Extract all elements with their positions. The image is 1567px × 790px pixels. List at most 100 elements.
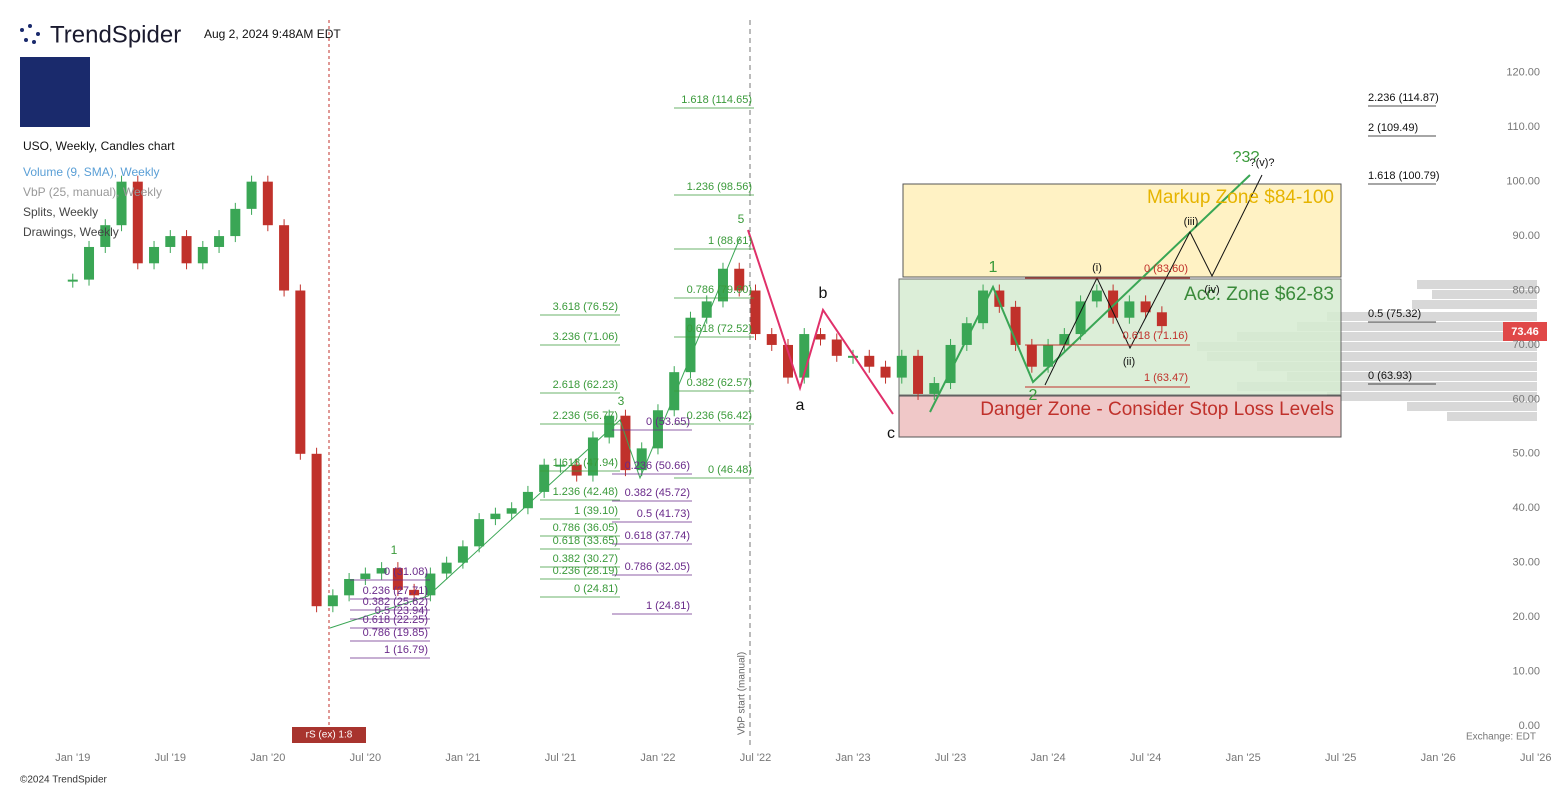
candle <box>344 578 355 596</box>
x-tick-label: Jan '22 <box>640 752 675 764</box>
candle <box>197 246 208 264</box>
candle <box>474 519 485 547</box>
candle <box>961 323 972 345</box>
projection-drawing <box>1044 174 1263 386</box>
legend: USO, Weekly, Candles chart <box>23 139 175 153</box>
fib-label: 0.786 (79.60) <box>687 284 752 296</box>
y-tick-label: 50.00 <box>1512 448 1540 460</box>
legend: Volume (9, SMA), Weekly <box>23 165 160 179</box>
timestamp: Aug 2, 2024 9:48AM EDT <box>204 27 341 41</box>
fib-label: 1.236 (42.48) <box>553 486 618 498</box>
wave-label: (i) <box>1092 262 1102 274</box>
profile-bar <box>1327 312 1537 321</box>
x-tick-label: Jan '24 <box>1031 752 1066 764</box>
abc-drawing <box>747 229 894 415</box>
x-tick-label: Jul '22 <box>740 752 771 764</box>
logo-box <box>20 57 90 127</box>
fib-label: 2.618 (62.23) <box>553 379 618 391</box>
fib-label: 0.236 (50.66) <box>625 460 690 472</box>
profile-bar <box>1417 280 1537 289</box>
candle <box>880 366 891 378</box>
wave-label: (iii) <box>1184 216 1199 228</box>
candle <box>100 225 111 247</box>
fib-label: 0.236 (56.42) <box>687 410 752 422</box>
vbp-note: VbP start (manual) <box>737 652 748 735</box>
candle <box>262 181 273 226</box>
profile-bar <box>1197 342 1537 351</box>
candle <box>1140 301 1151 313</box>
candle <box>750 290 761 335</box>
x-tick-label: Jul '20 <box>350 752 381 764</box>
fib-label: 0.236 (28.19) <box>553 565 618 577</box>
candle <box>913 355 924 394</box>
candle <box>1108 290 1119 318</box>
fib-label: 1.236 (98.56) <box>687 181 752 193</box>
candle <box>896 355 907 378</box>
fib-label: 0.382 (62.57) <box>687 377 752 389</box>
wave-label: 1 <box>989 259 998 276</box>
fib-label: 0.382 (30.27) <box>553 553 618 565</box>
wave-label: b <box>819 285 828 302</box>
fib-label: 0 (31.08) <box>384 566 428 578</box>
candle <box>799 334 810 378</box>
split-note: rS (ex) 1:8 <box>306 730 353 741</box>
candle <box>441 562 452 574</box>
candle <box>230 208 241 237</box>
fib-label: 3.236 (71.06) <box>553 331 618 343</box>
fib-label: 0 (46.48) <box>708 464 752 476</box>
candle <box>311 453 322 607</box>
candle <box>685 317 696 373</box>
candle <box>360 573 371 579</box>
candle <box>132 181 143 264</box>
candle <box>409 589 420 596</box>
wave-label: 1 <box>391 543 398 557</box>
legend: VbP (25, manual), Weekly <box>23 185 162 199</box>
fib-label: 0.786 (36.05) <box>553 522 618 534</box>
y-tick-label: 120.00 <box>1506 67 1540 79</box>
fib-label: 2.236 (56.77) <box>553 410 618 422</box>
x-tick-label: Jan '26 <box>1421 752 1456 764</box>
fib-label: 0.618 (71.16) <box>1123 330 1188 342</box>
fib-label: 1.618 (47.94) <box>553 457 618 469</box>
legend: Drawings, Weekly <box>23 225 119 239</box>
candle <box>67 279 78 282</box>
profile-bar <box>1237 332 1537 341</box>
candle <box>214 236 225 247</box>
candle <box>604 415 615 438</box>
y-tick-label: 110.00 <box>1507 121 1540 133</box>
x-tick-label: Jan '20 <box>250 752 285 764</box>
candle <box>994 290 1005 307</box>
candle <box>425 573 436 596</box>
wave-label: 3 <box>618 394 625 408</box>
candle <box>490 513 501 520</box>
candle <box>149 246 160 264</box>
candle <box>506 508 517 514</box>
fib-label: 2 (109.49) <box>1368 122 1418 134</box>
fib-label: 0 (24.81) <box>574 583 618 595</box>
profile-bar <box>1287 372 1537 381</box>
y-tick-label: 100.00 <box>1506 176 1540 188</box>
y-tick-label: 0.00 <box>1519 720 1540 732</box>
logo-dots <box>20 24 40 44</box>
candle <box>734 268 745 291</box>
profile-bar <box>1407 402 1537 411</box>
x-tick-label: Jan '21 <box>445 752 480 764</box>
fib-label: 0.5 (75.32) <box>1368 308 1421 320</box>
candle <box>1075 301 1086 335</box>
y-tick-label: 60.00 <box>1512 393 1540 405</box>
fib-label: 1.618 (100.79) <box>1368 170 1440 182</box>
profile-bar <box>1327 392 1537 401</box>
candle <box>539 464 550 492</box>
profile-bar <box>1297 322 1537 331</box>
candle <box>279 225 290 291</box>
candle <box>587 437 598 476</box>
profile-bar <box>1237 382 1537 391</box>
brand: TrendSpider <box>50 21 181 48</box>
candle <box>652 410 663 449</box>
wave-drawing <box>329 237 741 629</box>
fib-label: 1 (16.79) <box>384 644 428 656</box>
fib-label: 0.786 (19.85) <box>363 627 428 639</box>
wave-label: c <box>887 425 895 442</box>
candle <box>1091 290 1102 302</box>
danger-zone <box>898 395 1342 438</box>
